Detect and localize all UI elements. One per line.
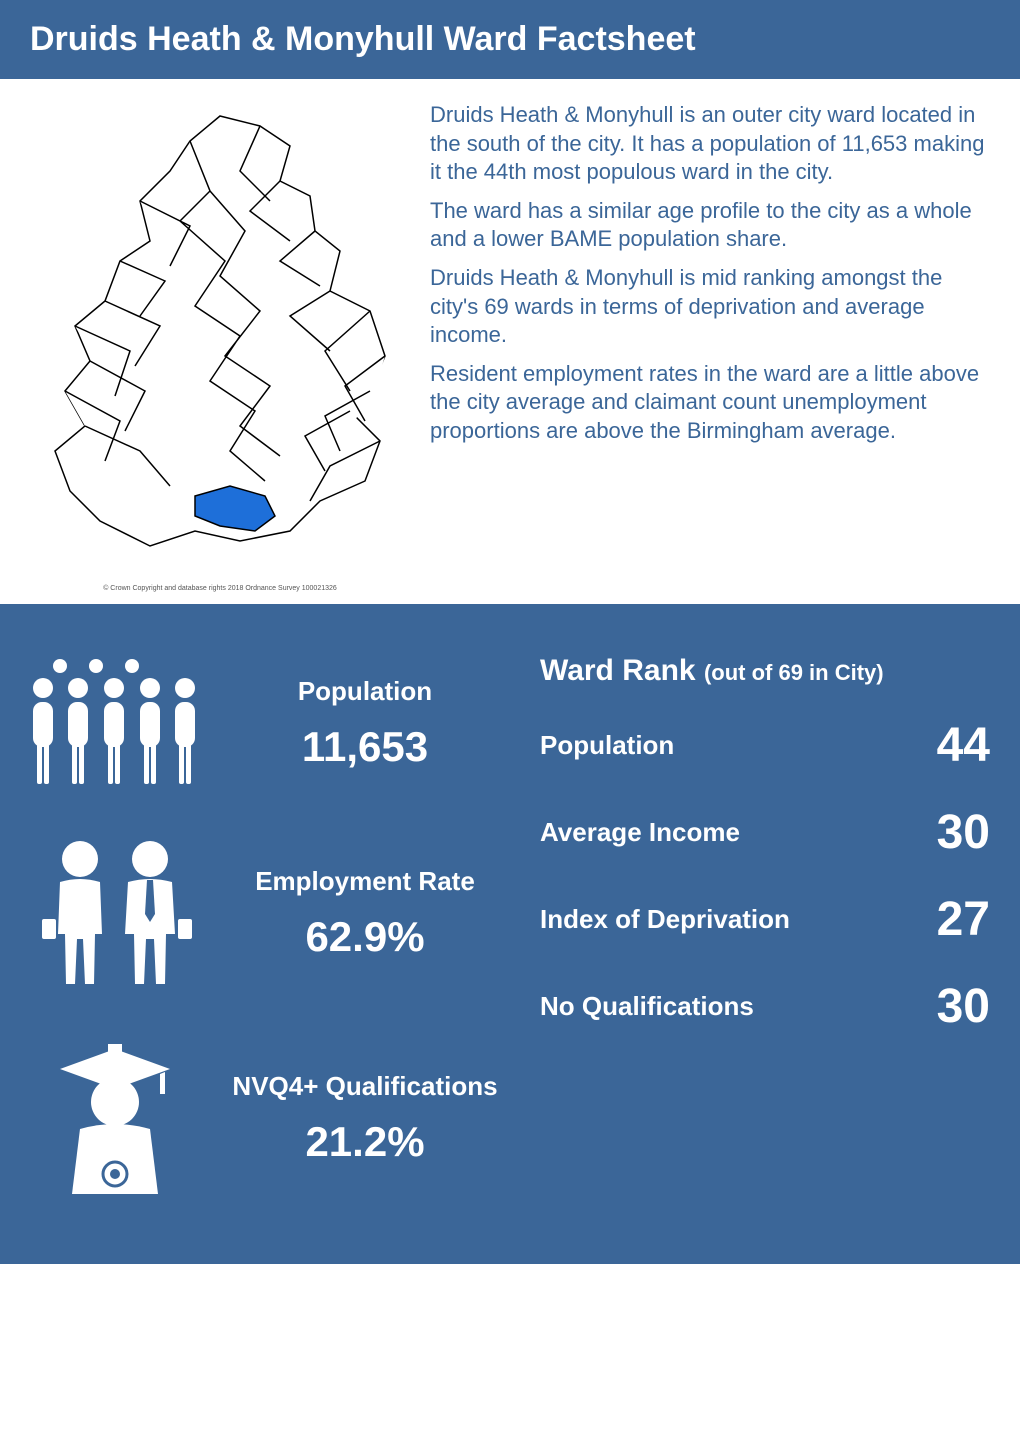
rank-row: No Qualifications 30: [540, 979, 990, 1034]
stat-value: 11,653: [220, 723, 510, 771]
ward-ranks: Ward Rank (out of 69 in City) Population…: [540, 654, 990, 1204]
stat-value: 62.9%: [220, 913, 510, 961]
stat-employment: Employment Rate 62.9%: [30, 834, 510, 994]
stat-label: NVQ4+ Qualifications: [220, 1072, 510, 1102]
rank-row: Index of Deprivation 27: [540, 892, 990, 947]
intro-section: © Crown Copyright and database rights 20…: [0, 81, 1020, 602]
rank-label: Index of Deprivation: [540, 905, 790, 935]
rank-title-main: Ward Rank: [540, 654, 696, 687]
page-header: Druids Heath & Monyhull Ward Factsheet: [0, 0, 1020, 81]
graduate-icon: [30, 1034, 200, 1204]
rank-row: Average Income 30: [540, 805, 990, 860]
rank-title: Ward Rank (out of 69 in City): [540, 654, 990, 688]
intro-paragraph: Druids Heath & Monyhull is mid ranking a…: [430, 264, 990, 350]
rank-label: No Qualifications: [540, 992, 754, 1022]
stat-content: NVQ4+ Qualifications 21.2%: [220, 1072, 510, 1166]
stat-qualifications: NVQ4+ Qualifications 21.2%: [30, 1034, 510, 1204]
people-icon: [30, 654, 200, 794]
map-svg: [30, 101, 410, 581]
stat-content: Population 11,653: [220, 677, 510, 771]
rank-value: 44: [937, 718, 990, 773]
map-container: © Crown Copyright and database rights 20…: [30, 101, 410, 592]
key-stats: Population 11,653: [30, 654, 510, 1204]
intro-paragraph: Druids Heath & Monyhull is an outer city…: [430, 101, 990, 187]
rank-value: 27: [937, 892, 990, 947]
intro-text: Druids Heath & Monyhull is an outer city…: [430, 101, 990, 592]
page-title: Druids Heath & Monyhull Ward Factsheet: [30, 20, 990, 59]
intro-paragraph: Resident employment rates in the ward ar…: [430, 360, 990, 446]
rank-value: 30: [937, 979, 990, 1034]
workers-icon: [30, 834, 200, 994]
stat-label: Population: [220, 677, 510, 707]
stat-population: Population 11,653: [30, 654, 510, 794]
stat-value: 21.2%: [220, 1118, 510, 1166]
intro-paragraph: The ward has a similar age profile to th…: [430, 197, 990, 254]
rank-row: Population 44: [540, 718, 990, 773]
stat-content: Employment Rate 62.9%: [220, 867, 510, 961]
stat-label: Employment Rate: [220, 867, 510, 897]
ward-map: [30, 101, 410, 581]
rank-title-sub: (out of 69 in City): [704, 660, 884, 685]
rank-label: Average Income: [540, 818, 740, 848]
map-copyright: © Crown Copyright and database rights 20…: [30, 585, 410, 592]
rank-label: Population: [540, 731, 674, 761]
stats-section: Population 11,653: [0, 602, 1020, 1264]
rank-value: 30: [937, 805, 990, 860]
